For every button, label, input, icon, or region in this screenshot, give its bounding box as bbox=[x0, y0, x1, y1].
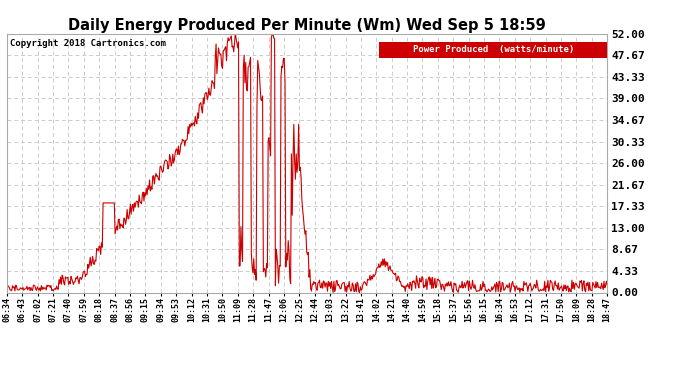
Text: Power Produced  (watts/minute): Power Produced (watts/minute) bbox=[413, 45, 574, 54]
Title: Daily Energy Produced Per Minute (Wm) Wed Sep 5 18:59: Daily Energy Produced Per Minute (Wm) We… bbox=[68, 18, 546, 33]
Text: Copyright 2018 Cartronics.com: Copyright 2018 Cartronics.com bbox=[10, 39, 166, 48]
FancyBboxPatch shape bbox=[379, 42, 607, 58]
